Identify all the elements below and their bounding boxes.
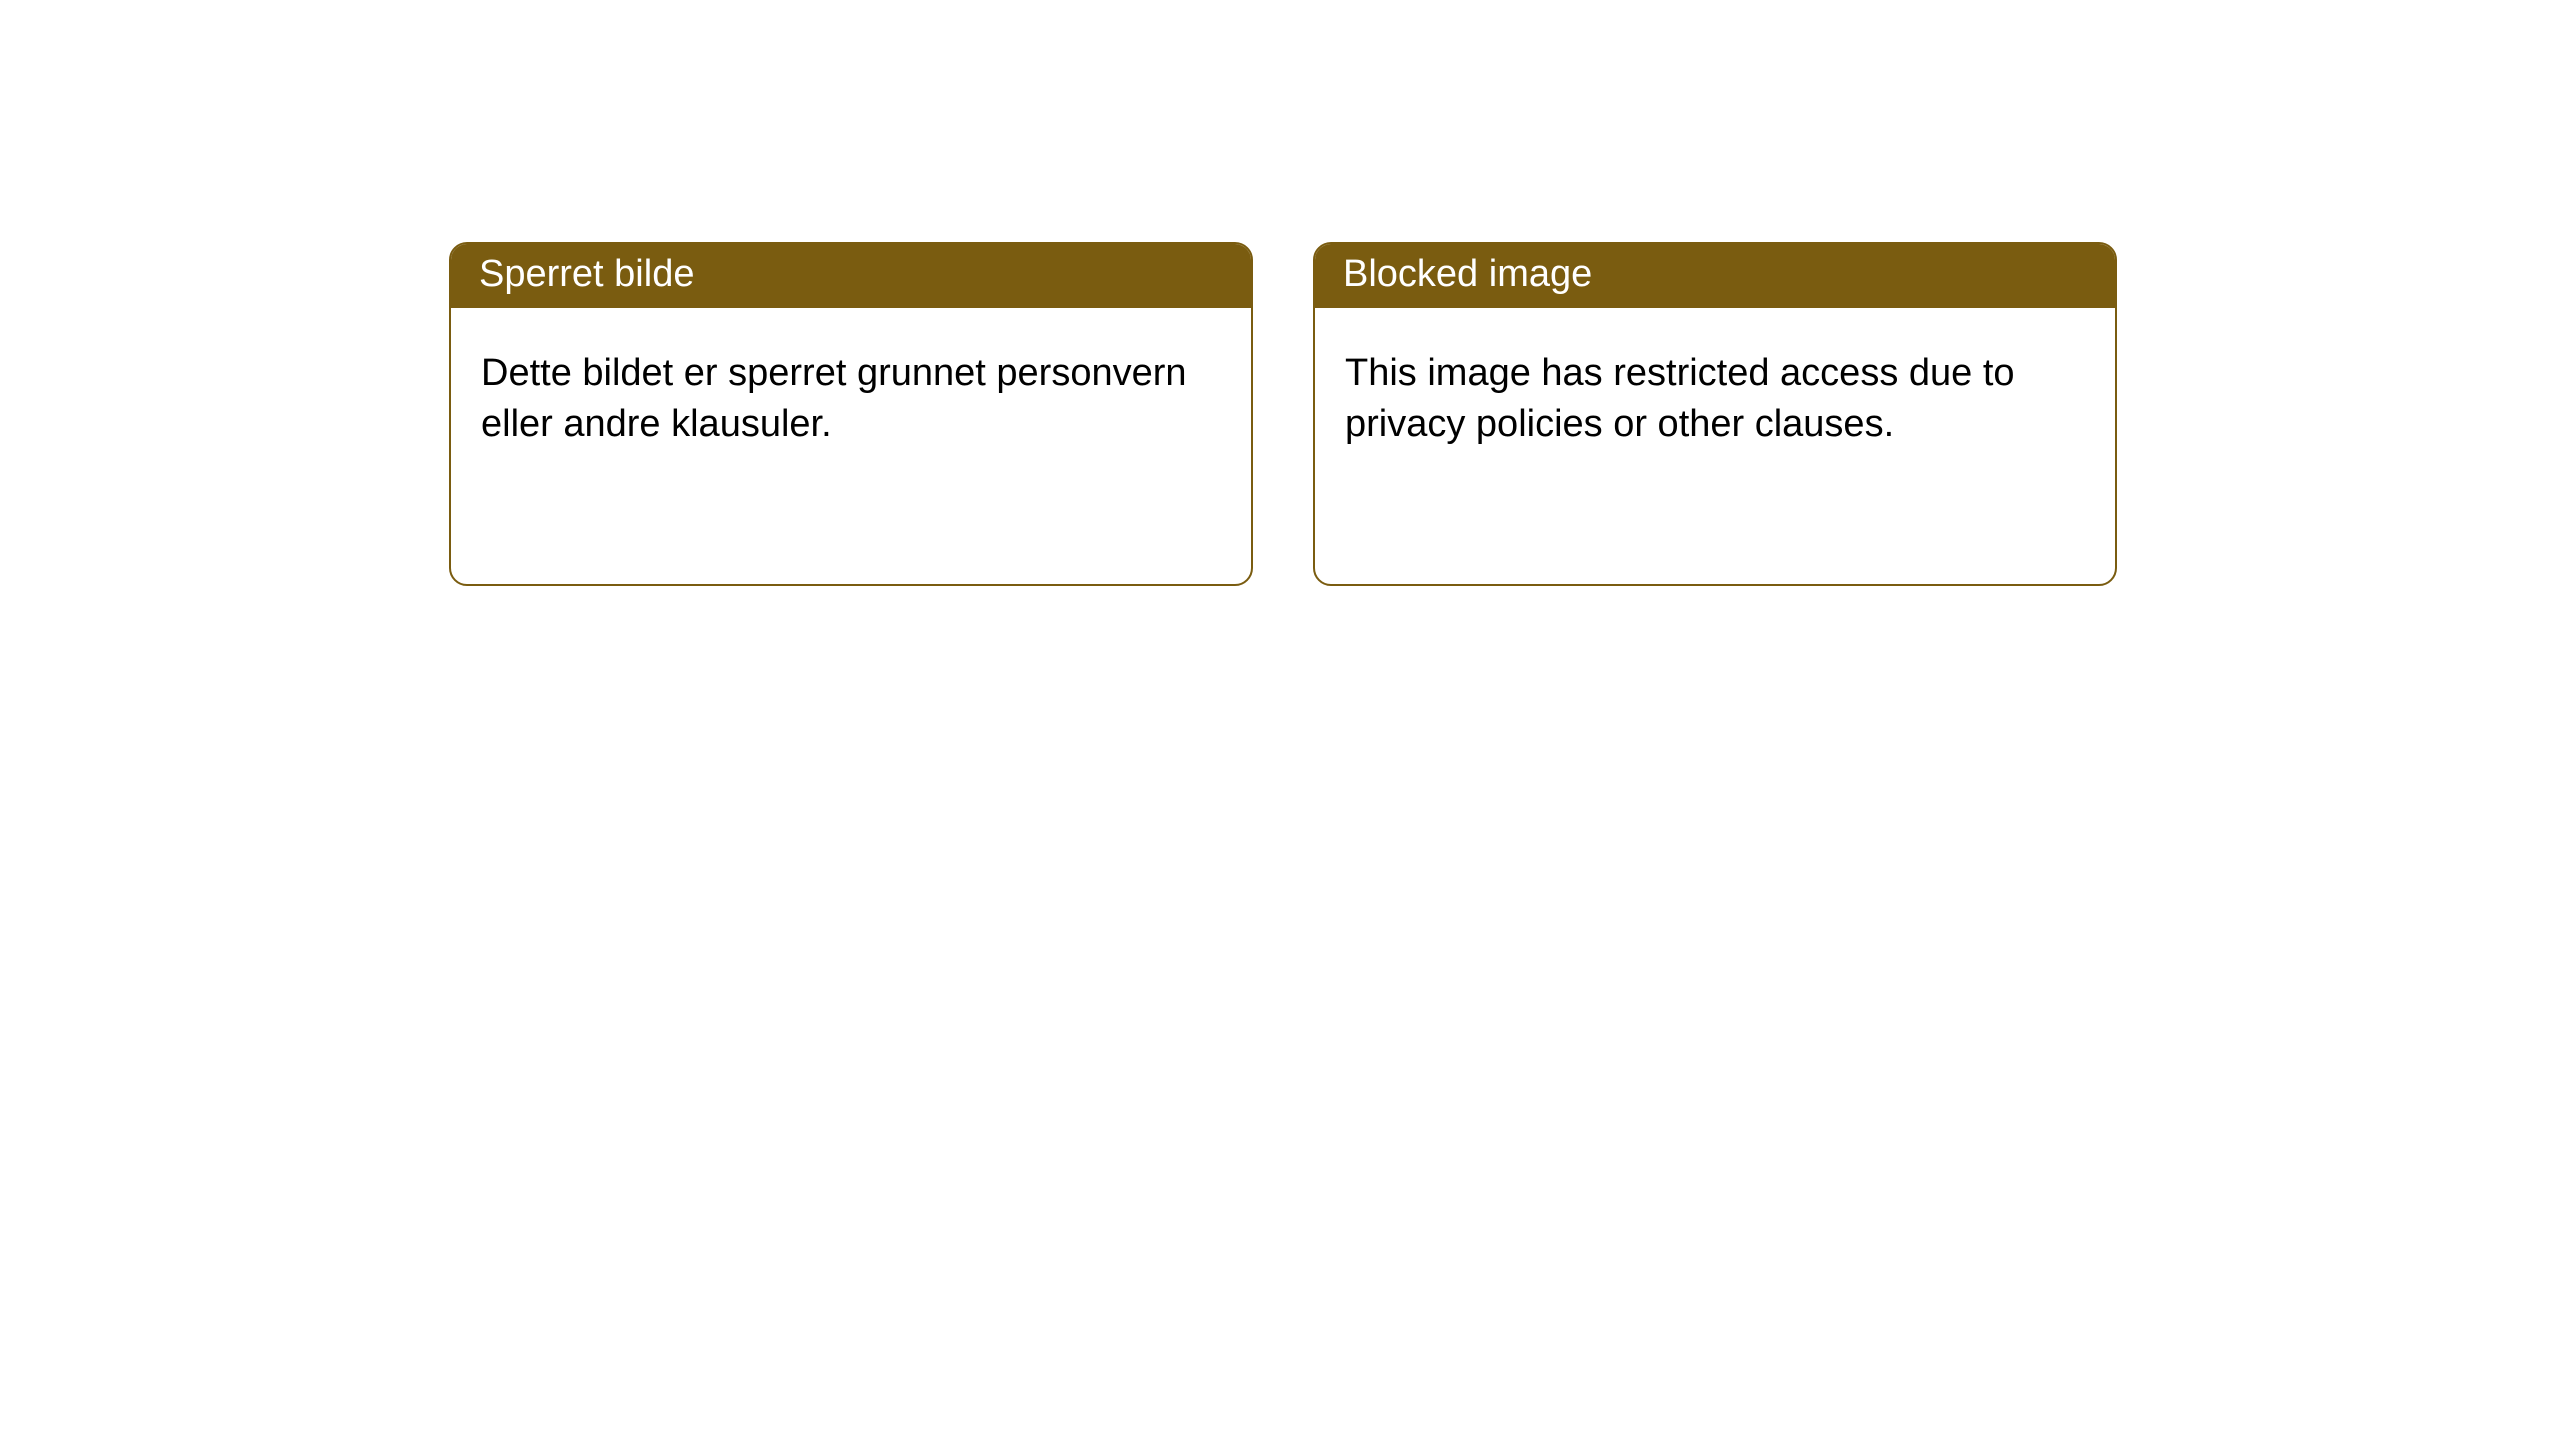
card-header: Sperret bilde [451, 244, 1251, 308]
card-body: This image has restricted access due to … [1315, 308, 2115, 584]
blocked-image-card-no: Sperret bilde Dette bildet er sperret gr… [449, 242, 1253, 586]
card-title: Blocked image [1343, 253, 1592, 295]
card-body: Dette bildet er sperret grunnet personve… [451, 308, 1251, 584]
card-message: This image has restricted access due to … [1345, 352, 2015, 445]
card-message: Dette bildet er sperret grunnet personve… [481, 352, 1187, 445]
card-header: Blocked image [1315, 244, 2115, 308]
card-title: Sperret bilde [479, 253, 694, 295]
blocked-image-card-en: Blocked image This image has restricted … [1313, 242, 2117, 586]
notice-container: Sperret bilde Dette bildet er sperret gr… [0, 0, 2560, 586]
